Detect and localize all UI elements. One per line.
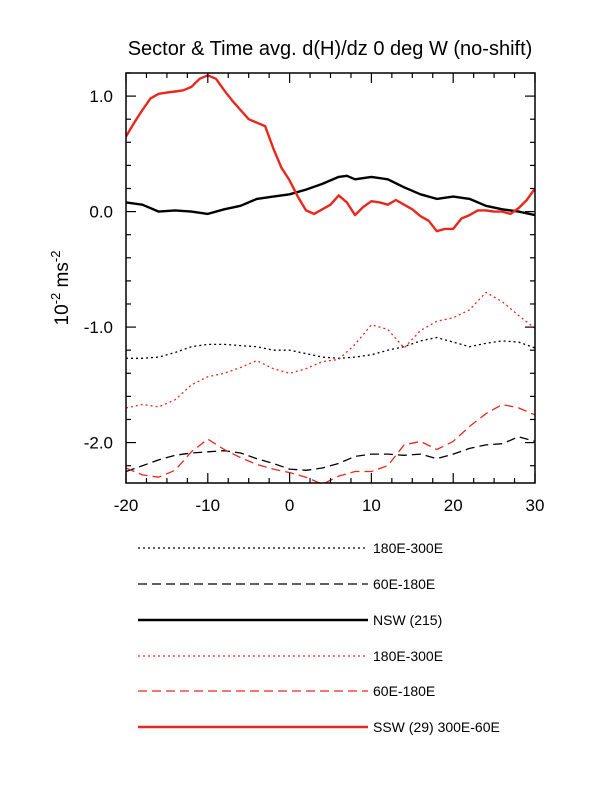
- series-line-1: [126, 336, 535, 359]
- legend-label-4: 180E-300E: [373, 648, 443, 664]
- legend-label-6: SSW (29) 300E-60E: [373, 719, 500, 735]
- series-line-5: [126, 403, 535, 483]
- legend-label-3: NSW (215): [373, 612, 442, 628]
- legend: 180E-300E 60E-180E NSW (215) 180E-300E 60E-1…: [138, 540, 500, 735]
- series-line-6: [126, 74, 535, 233]
- plot-frame: [125, 72, 536, 484]
- legend-label-2: 60E-180E: [373, 576, 435, 592]
- y-tick-label: 0.0: [89, 203, 113, 222]
- x-tick-label: 30: [526, 496, 545, 515]
- series-line-2: [126, 436, 535, 473]
- legend-label-5: 60E-180E: [373, 683, 435, 699]
- chart-title: Sector & Time avg. d(H)/dz 0 deg W (no-s…: [128, 38, 533, 60]
- series-line-4: [126, 291, 535, 409]
- y-tick-label: -2.0: [84, 434, 113, 453]
- x-tick-label: -20: [114, 496, 139, 515]
- series-line-3: [126, 174, 535, 217]
- x-tick-label: -10: [196, 496, 221, 515]
- y-axis-label: 10-2 ms-2: [48, 251, 73, 326]
- x-tick-label: 10: [362, 496, 381, 515]
- legend-label-1: 180E-300E: [373, 540, 443, 556]
- series-layer: [126, 74, 535, 483]
- y-tick-label: -1.0: [84, 318, 113, 337]
- x-tick-label: 20: [444, 496, 463, 515]
- tick-layer: -20 -10 0 10 20 30 1.0 0.0 -1.0 -2.0: [84, 72, 545, 515]
- y-tick-label: 1.0: [89, 87, 113, 106]
- x-tick-label: 0: [285, 496, 294, 515]
